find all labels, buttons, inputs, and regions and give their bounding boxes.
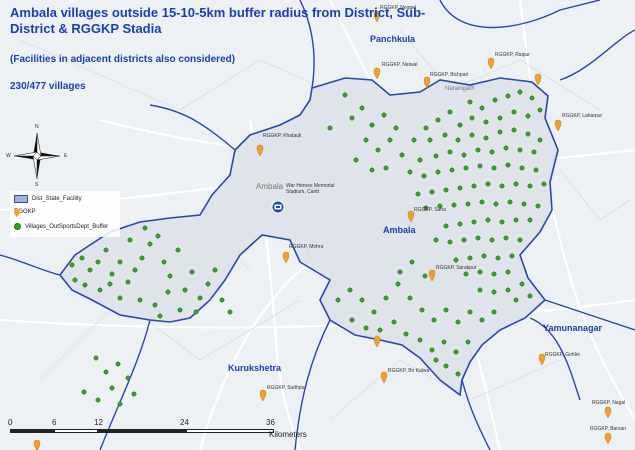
village-points-west bbox=[69, 225, 233, 319]
scale-tick: 12 bbox=[94, 418, 103, 427]
legend-label: Dist_State_Facility bbox=[32, 196, 82, 202]
rggkp-label: RGGKP, Barsan bbox=[590, 426, 627, 432]
facility-label: War Heroes Memorial Stadium, Cantt bbox=[286, 183, 335, 195]
rggkp-label: RGGKP, Natwal bbox=[382, 62, 418, 68]
rggkp-label: RGGKP, Gohlni bbox=[545, 352, 580, 358]
dot-icon bbox=[14, 223, 21, 230]
rggkp-label: RGGKP, Bir Kalwa bbox=[388, 368, 430, 374]
stadium-icon[interactable] bbox=[271, 200, 285, 214]
facility-swatch bbox=[14, 195, 28, 203]
map-title: Ambala villages outside 15-10-5km buffer… bbox=[10, 5, 426, 36]
legend-item-villages: Villages_OutSportsDept_Buffer bbox=[14, 223, 108, 230]
compass-south-label: S bbox=[35, 182, 39, 188]
scale-tick: 6 bbox=[52, 418, 57, 427]
map-legend: Dist_State_Facility RGGKP Villages_OutSp… bbox=[10, 191, 120, 237]
region-label-panchkula: Panchkula bbox=[370, 34, 416, 44]
rggkp-label: RGGKP, Saha bbox=[414, 207, 446, 213]
scale-segment bbox=[186, 429, 274, 433]
rggkp-label: RGGKP, Nagal bbox=[592, 400, 626, 406]
compass-west-label: W bbox=[6, 153, 11, 159]
map-pin-icon bbox=[14, 209, 20, 217]
city-label-naraingarh: Naraingarh bbox=[445, 86, 475, 92]
village-points-southwest bbox=[81, 355, 137, 407]
scale-segment bbox=[54, 429, 98, 433]
minor-roads bbox=[19, 29, 631, 421]
map-subtitle: (Facilities in adjacent districts also c… bbox=[10, 54, 236, 65]
compass-east-label: E bbox=[64, 153, 68, 159]
rggkp-label: RGGKP, Mohra bbox=[289, 244, 324, 250]
rggkp-label: RGGKP, Sarakpur bbox=[436, 265, 477, 271]
village-points-east bbox=[407, 89, 547, 303]
scale-bar: 0 6 12 24 36 bbox=[8, 418, 275, 440]
scale-segment bbox=[10, 429, 54, 433]
village-points-south bbox=[335, 259, 497, 377]
scale-segment bbox=[98, 429, 186, 433]
compass-rose-icon bbox=[12, 131, 62, 181]
region-label-yamunanagar: Yamunanagar bbox=[543, 323, 603, 333]
legend-item-rggkp: RGGKP bbox=[14, 209, 36, 217]
rggkp-label: RGGKP, Noggel bbox=[380, 5, 417, 11]
scale-tick: 0 bbox=[8, 418, 13, 427]
rggkp-label: RGGKP, Sudhpur bbox=[267, 385, 307, 391]
rggkp-label: RGGKP, Bichpari bbox=[430, 72, 469, 78]
scale-unit: Kilometers bbox=[269, 430, 307, 439]
compass-north-label: N bbox=[35, 124, 39, 130]
rggkp-pins bbox=[33, 10, 612, 450]
rggkp-label: RGGKP, Raipur bbox=[495, 52, 530, 58]
village-count: 230/477 villages bbox=[10, 81, 86, 92]
region-label-kurukshetra: Kurukshetra bbox=[228, 363, 282, 373]
scale-tick: 24 bbox=[180, 418, 189, 427]
region-label-ambala: Ambala bbox=[383, 225, 416, 235]
rggkp-label: RGGKP, Laharpur bbox=[562, 113, 603, 119]
legend-item-facility: Dist_State_Facility bbox=[14, 195, 82, 203]
legend-label: RGGKP bbox=[14, 209, 36, 215]
scale-tick: 36 bbox=[266, 418, 275, 427]
legend-label: Villages_OutSportsDept_Buffer bbox=[25, 223, 109, 230]
rggkp-label: RGGKP, Khatauli bbox=[263, 133, 302, 139]
city-label-ambala: Ambala bbox=[256, 182, 284, 191]
village-points-north bbox=[327, 92, 405, 173]
